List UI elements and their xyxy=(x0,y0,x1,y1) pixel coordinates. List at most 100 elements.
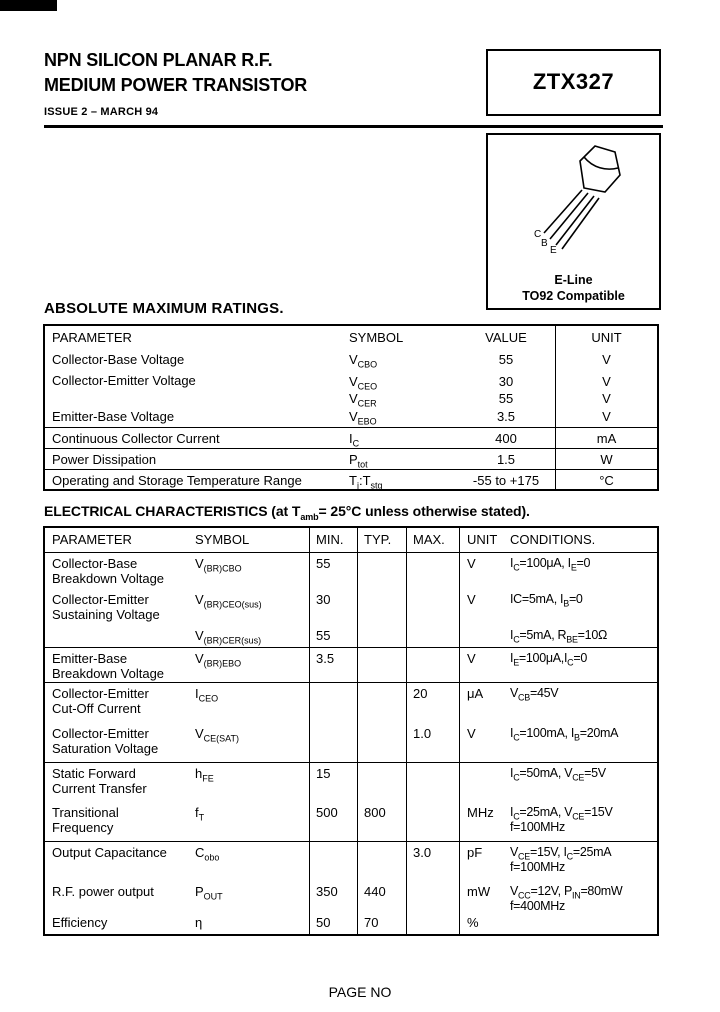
parameter-cell: Operating and Storage Temperature Range xyxy=(52,473,302,488)
transistor-lead xyxy=(561,197,600,250)
parameter-cell: Continuous Collector Current xyxy=(52,431,220,446)
pin-label-b: B xyxy=(541,238,548,249)
conditions-cell: IC=5mA, IB=0 xyxy=(510,592,583,609)
table-header-row: PARAMETER SYMBOL VALUE UNIT xyxy=(45,326,657,349)
table-row: R.F. power output POUT 350 440 mW VCC=12… xyxy=(45,881,657,914)
typ-cell: 440 xyxy=(357,881,406,914)
pin-label-e: E xyxy=(550,245,557,256)
parameter-cell: Emitter-Base Voltage xyxy=(52,409,175,424)
table-row: Emitter-Base Breakdown Voltage V(BR)EBO 3… xyxy=(45,648,657,682)
symbol-cell: IC xyxy=(349,431,360,449)
symbol-cell: Ptot xyxy=(349,452,368,470)
min-cell xyxy=(309,842,357,881)
unit-cell: W xyxy=(555,449,657,469)
table-row: Collector-Emitter Voltage VCEO VCER 30 55 … xyxy=(45,370,657,409)
parameter-cell: Collector-Emitter Sustaining Voltage xyxy=(52,592,160,622)
transistor-drawing: C B E xyxy=(534,145,621,256)
symbol-cell: V(BR)CBO xyxy=(195,556,242,574)
page-number-label: PAGE NO xyxy=(328,984,392,1000)
col-header-max: MAX. xyxy=(406,528,459,552)
unit-conditions-cell: V IC=100mA, IB=20mA xyxy=(459,723,657,762)
symbol-cell: η xyxy=(195,915,203,930)
unit-cell: MHz xyxy=(467,805,494,820)
value-cell: 400 xyxy=(495,431,517,446)
table-section: Static Forward Current Transfer hFE 15 IC… xyxy=(45,762,657,841)
col-header-conditions: CONDITIONS. xyxy=(510,532,596,547)
col-header-parameter: PARAMETER xyxy=(52,330,132,345)
col-header-unit-conditions: UNIT CONDITIONS. xyxy=(459,528,657,552)
col-header-parameter: PARAMETER xyxy=(52,532,132,547)
unit-cell: V xyxy=(467,592,476,607)
unit-conditions-cell: IC=5mA, RBE=10Ω xyxy=(459,625,657,647)
unit-cell: V xyxy=(467,726,476,741)
value-cell: 1.5 xyxy=(496,452,516,467)
conditions-cell xyxy=(510,915,657,934)
unit-conditions-cell: % xyxy=(459,912,657,934)
typ-cell: 70 xyxy=(357,912,406,934)
unit-conditions-cell: MHz IC=25mA, VCE=15V f=100MHz xyxy=(459,802,657,841)
parameter-cell: Output Capacitance xyxy=(52,845,167,860)
symbol-cell: hFE xyxy=(195,766,214,784)
conditions-cell: IC=5mA, RBE=10Ω xyxy=(510,628,608,645)
unit-conditions-cell: IC=50mA, VCE=5V xyxy=(459,763,657,802)
col-header-symbol: SYMBOL xyxy=(195,532,250,547)
max-cell xyxy=(406,802,459,841)
value-cell: 30 55 xyxy=(498,374,514,406)
unit-cell: mA xyxy=(555,428,657,448)
table-row: Emitter-Base Voltage VEBO 3.5 V xyxy=(45,406,657,427)
conditions-cell: VCC=12V, PIN=80mW f=400MHz xyxy=(510,884,623,913)
table-section: Emitter-Base Breakdown Voltage V(BR)EBO 3… xyxy=(45,647,657,682)
table-header-row: PARAMETER SYMBOL MIN. TYP. MAX. UNIT CON… xyxy=(45,528,657,552)
table-row: Collector-Emitter Sustaining Voltage V(BR… xyxy=(45,589,657,625)
min-cell xyxy=(309,723,357,762)
col-header-value: VALUE xyxy=(485,330,527,345)
page-title: NPN SILICON PLANAR R.F. MEDIUM POWER TRA… xyxy=(44,48,307,98)
conditions-cell: IC=50mA, VCE=5V xyxy=(510,766,606,783)
table-row: Output Capacitance Cobo 3.0 pF VCE=15V, … xyxy=(45,842,657,881)
table-row: Efficiency η 50 70 % xyxy=(45,912,657,934)
unit-cell: V xyxy=(555,406,657,427)
max-cell xyxy=(406,625,459,647)
value-cell: 3.5 xyxy=(496,409,516,424)
conditions-cell: IC=100μA, IE=0 xyxy=(510,556,591,573)
parameter-cell: Power Dissipation xyxy=(52,452,157,467)
table-section: Collector-Base Breakdown Voltage V(BR)CBO… xyxy=(45,552,657,647)
conditions-cell: IE=100μA,IC=0 xyxy=(510,651,587,668)
parameter-cell: Collector-Base Breakdown Voltage xyxy=(52,556,165,586)
unit-cell: pF xyxy=(467,845,483,860)
parameter-cell: Collector-Emitter Voltage xyxy=(52,373,196,388)
max-cell xyxy=(406,881,459,914)
page-title-line2: MEDIUM POWER TRANSISTOR xyxy=(44,75,308,95)
unit-cell: μA xyxy=(467,686,484,701)
symbol-cell: V(BR)CER(sus) xyxy=(195,628,262,646)
max-cell: 1.0 xyxy=(406,723,459,762)
package-compatibility: TO92 Compatible xyxy=(522,289,625,303)
typ-cell xyxy=(357,553,406,589)
issue-date: ISSUE 2 – MARCH 94 xyxy=(44,106,159,118)
table-row: Continuous Collector Current IC 400 mA xyxy=(45,427,657,448)
symbol-cell: VCEO VCER xyxy=(349,374,378,409)
value-cell: -55 to +175 xyxy=(472,473,540,488)
transistor-body-face xyxy=(583,156,619,170)
typ-cell xyxy=(357,683,406,723)
max-cell: 3.0 xyxy=(406,842,459,881)
parameter-cell: Collector-Emitter Saturation Voltage xyxy=(52,726,159,756)
table-row: Power Dissipation Ptot 1.5 W xyxy=(45,448,657,469)
min-cell: 350 xyxy=(309,881,357,914)
abs-max-section-title: ABSOLUTE MAXIMUM RATINGS. xyxy=(44,300,284,317)
table-row: Operating and Storage Temperature Range … xyxy=(45,469,657,490)
unit-cell: mW xyxy=(467,884,491,899)
table-row: Collector-Emitter Cut-Off Current ICEO 20… xyxy=(45,683,657,723)
unit-conditions-cell: V IC=100μA, IE=0 xyxy=(459,553,657,589)
table-row: Transitional Frequency fT 500 800 MHz IC=… xyxy=(45,802,657,841)
unit-conditions-cell: pF VCE=15V, IC=25mA f=100MHz xyxy=(459,842,657,881)
col-header-typ: TYP. xyxy=(357,528,406,552)
max-cell xyxy=(406,553,459,589)
package-name: E-Line xyxy=(554,273,593,287)
conditions-cell: VCB=45V xyxy=(510,686,559,703)
unit-conditions-cell: V IC=5mA, IB=0 xyxy=(459,589,657,625)
parameter-cell: Transitional Frequency xyxy=(52,805,119,835)
symbol-cell: V(BR)EBO xyxy=(195,651,242,669)
unit-conditions-cell: V IE=100μA,IC=0 xyxy=(459,648,657,682)
typ-cell: 800 xyxy=(357,802,406,841)
